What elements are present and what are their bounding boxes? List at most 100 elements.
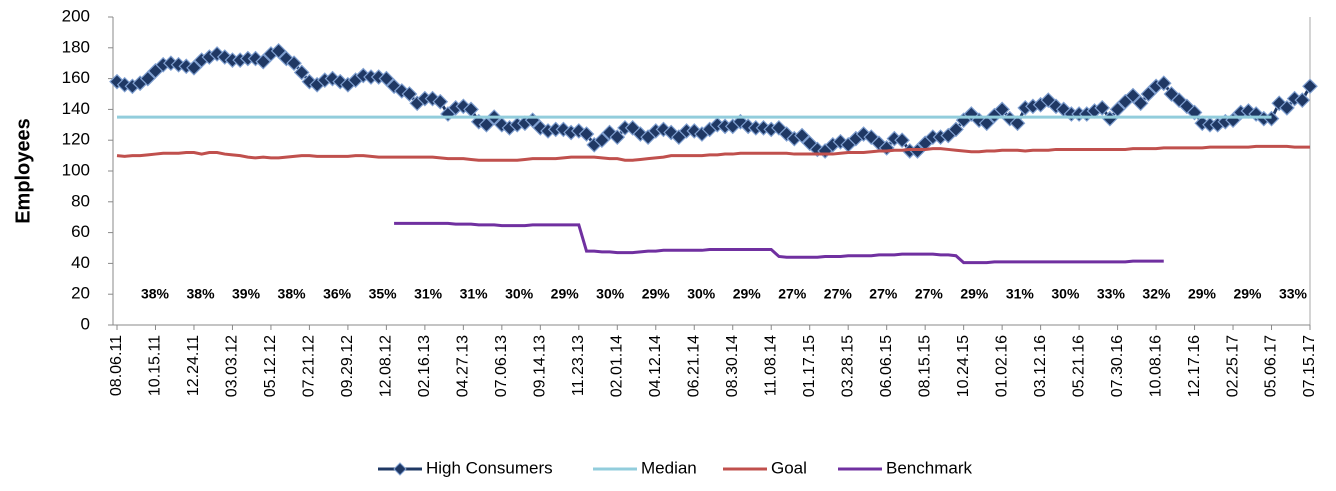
x-tick-label: 10.08.16 (1147, 335, 1164, 397)
annotation: 27% (778, 286, 807, 302)
diamond-marker (624, 120, 641, 136)
x-tick-label: 11.08.14 (762, 335, 779, 396)
diamond-marker (1125, 87, 1141, 104)
annotation: 39% (232, 286, 261, 302)
diamond-marker (493, 116, 510, 133)
annotation: 29% (1188, 286, 1217, 302)
annotation: 31% (1006, 286, 1035, 302)
x-tick-label: 04.27.13 (455, 335, 472, 397)
annotation: 27% (869, 286, 898, 302)
diamond-marker (1048, 98, 1064, 115)
diamond-marker (255, 53, 272, 70)
x-tick-label: 09.29.12 (339, 335, 356, 397)
legend-item: High Consumers (378, 458, 553, 477)
y-tick-label: 160 (62, 68, 90, 87)
diamond-marker (1302, 78, 1318, 95)
x-tick-label: 07.30.16 (1109, 335, 1126, 397)
x-tick-label: 10.24.15 (955, 335, 972, 397)
x-tick-label: 07.21.12 (301, 335, 318, 397)
diamond-marker (1040, 92, 1057, 109)
x-tick-label: 06.21.14 (685, 335, 702, 397)
y-tick-label: 0 (81, 314, 90, 333)
diamond-marker (578, 126, 595, 142)
series-line (116, 144, 1310, 162)
y-tick-label: 80 (71, 191, 90, 210)
diamond-marker (1294, 92, 1311, 109)
x-tick-label: 05.12.12 (262, 335, 279, 397)
diamond-marker (1140, 86, 1157, 102)
y-tick-label: 60 (71, 222, 90, 241)
diamond-marker (270, 43, 287, 59)
diamond-marker (1279, 100, 1295, 116)
diamond-marker (401, 86, 418, 102)
diamond-marker (455, 98, 472, 115)
diamond-marker (286, 55, 302, 72)
series-line (394, 221, 1164, 265)
x-tick-label: 07.15.17 (1301, 335, 1318, 397)
y-tick-label: 140 (62, 99, 90, 118)
x-tick-label: 10.15.11 (147, 335, 164, 396)
diamond-marker (432, 93, 449, 110)
legend-label: High Consumers (426, 458, 553, 477)
diamond-marker (216, 49, 233, 65)
annotation: 30% (687, 286, 716, 302)
x-tick-label: 12.17.16 (1186, 335, 1203, 397)
x-tick-label: 08.06.11 (108, 335, 125, 396)
y-tick-label: 40 (71, 253, 90, 272)
diamond-marker (594, 132, 610, 149)
diamond-marker (555, 121, 572, 138)
diamond-marker (186, 59, 202, 76)
annotation: 27% (824, 286, 853, 302)
diamond-marker (801, 135, 818, 152)
legend-label: Benchmark (886, 458, 972, 477)
x-tick-label: 03.28.15 (839, 335, 856, 397)
diamond-marker (1155, 75, 1172, 92)
x-tick-label: 12.08.12 (378, 335, 395, 397)
y-tick-label: 100 (62, 160, 90, 179)
x-tick-label: 05.21.16 (1070, 335, 1087, 397)
annotation: 31% (414, 286, 443, 302)
diamond-marker (601, 124, 618, 141)
annotation: 33% (1097, 286, 1126, 302)
diamond-marker (609, 129, 626, 145)
annotation: 29% (733, 286, 762, 302)
annotation: 29% (642, 286, 671, 302)
x-tick-label: 01.17.15 (801, 335, 818, 397)
diamond-marker (832, 133, 849, 150)
annotation: 30% (505, 286, 534, 302)
y-tick-label: 20 (71, 284, 90, 303)
legend-item: Benchmark (838, 458, 972, 477)
y-axis-label: Employees (12, 118, 34, 224)
diamond-marker (293, 64, 310, 81)
diamond-marker (978, 115, 995, 132)
annotation: 35% (369, 286, 398, 302)
annotation: 33% (1279, 286, 1308, 302)
diamond-marker (324, 70, 341, 87)
annotation: 38% (187, 286, 216, 302)
annotation: 38% (278, 286, 307, 302)
annotation: 30% (596, 286, 625, 302)
x-tick-label: 01.02.16 (993, 335, 1010, 397)
diamond-marker (948, 121, 964, 138)
x-tick-label: 09.14.13 (532, 335, 549, 397)
legend-label: Goal (771, 458, 807, 477)
diamond-marker (1132, 95, 1149, 112)
diamond-marker (632, 126, 649, 142)
annotation: 30% (1051, 286, 1080, 302)
x-tick-label: 11.23.13 (570, 335, 587, 396)
legend-item: Goal (723, 458, 807, 477)
x-tick-label: 02.01.14 (609, 335, 626, 397)
y-tick-label: 120 (62, 130, 90, 149)
annotation: 38% (141, 286, 170, 302)
diamond-marker (1094, 100, 1111, 116)
diamond-marker (863, 129, 880, 145)
diamond-marker (247, 50, 264, 67)
diamond-marker (1163, 86, 1180, 102)
annotation: 31% (460, 286, 489, 302)
y-tick-label: 180 (62, 37, 90, 56)
diamond-marker (386, 78, 402, 95)
diamond-marker (794, 127, 810, 144)
diamond-marker (139, 70, 156, 87)
x-tick-label: 02.16.13 (416, 335, 433, 397)
annotation: 29% (960, 286, 989, 302)
